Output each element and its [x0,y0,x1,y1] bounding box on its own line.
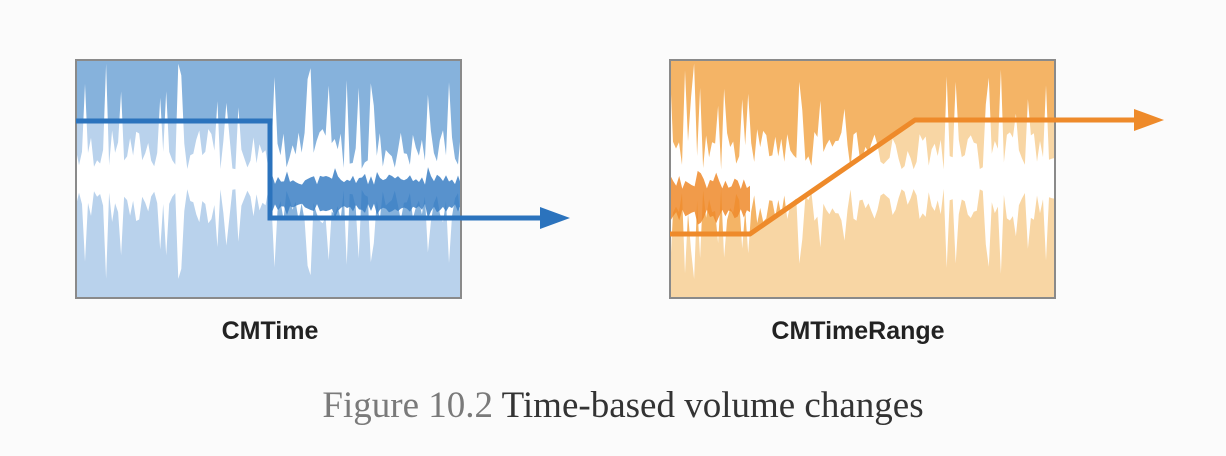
figure-caption-text: Time-based volume changes [501,385,924,426]
cmtimerange-waveform-low-volume [670,170,750,225]
cmtime-volume-step-line [76,118,542,221]
cmtimerange-volume-ramp-line [670,117,1136,237]
cmtimerange-label: CMTimeRange [771,317,944,345]
figure-canvas: CMTime CMTimeRange [75,59,1164,345]
cmtimerange-waveform [670,63,1055,279]
cmtime-waveform-low-volume [272,167,461,219]
figure-caption: Figure 10.2 Time-based volume changes [0,384,1226,427]
cmtime-arrow-head [540,207,570,229]
cmtime-panel-border [75,59,462,299]
cmtimerange-panel: CMTimeRange [669,59,1164,345]
cmtimerange-arrow-head [1134,109,1164,131]
cmtimerange-panel-border [669,59,1056,299]
cmtime-panel: CMTime [75,59,570,345]
cmtime-label: CMTime [222,317,319,345]
figure-number: Figure 10.2 [322,385,493,426]
